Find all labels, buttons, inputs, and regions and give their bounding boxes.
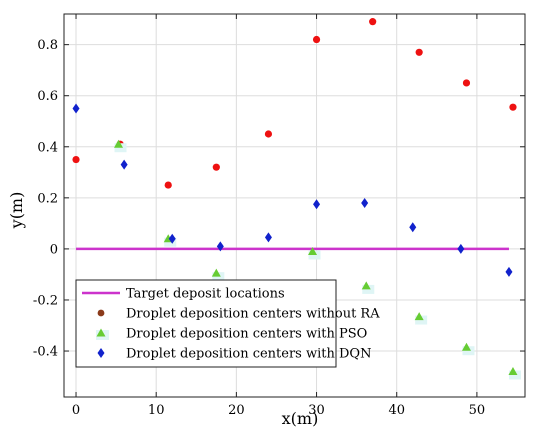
axes: 0 10 20 30 40 50 -0.4 -0.2 0 0.2 0.4 0.6 0.8 — [33, 13, 526, 418]
y-tick-label: -0.4 — [33, 345, 58, 360]
plot-frame — [63, 13, 526, 398]
point-dqn — [313, 199, 321, 210]
y-tick-label: 0.6 — [37, 89, 58, 104]
y-tick-label: 0.2 — [37, 191, 58, 206]
point-dqn — [361, 197, 369, 208]
point-dqn — [168, 233, 176, 244]
y-tick-label: -0.2 — [33, 293, 58, 308]
point-pso — [414, 312, 424, 321]
x-tick-label: 0 — [72, 403, 80, 418]
point-dqn — [216, 241, 224, 252]
legend-swatch-without-ra — [97, 309, 105, 317]
point-pso — [211, 268, 221, 277]
point-without-ra — [164, 181, 172, 189]
y-tick-label: 0.8 — [37, 38, 58, 53]
x-tick-label: 50 — [469, 403, 486, 418]
legend: Target deposit locations Droplet depositi… — [75, 279, 380, 368]
point-without-ra — [509, 103, 517, 111]
point-without-ra — [264, 130, 273, 138]
x-axis-label: x(m) — [282, 409, 319, 428]
legend-box — [75, 279, 337, 368]
point-dqn — [409, 222, 417, 233]
y-tick-label: 0 — [50, 242, 58, 257]
x-tick-label: 10 — [148, 403, 165, 418]
point-pso — [508, 366, 518, 375]
grid-lines — [64, 14, 525, 397]
point-dqn — [72, 103, 80, 114]
point-dqn — [120, 159, 128, 170]
y-tick-label: 0.4 — [37, 140, 58, 155]
point-pso — [114, 139, 124, 148]
legend-label: Droplet deposition centers with DQN — [126, 347, 371, 362]
point-without-ra — [369, 18, 377, 26]
y-axis-label: y(m) — [7, 192, 26, 230]
legend-label: Droplet deposition centers without RA — [126, 307, 380, 322]
point-without-ra — [312, 35, 321, 44]
legend-label: Target deposit locations — [126, 287, 285, 302]
point-without-ra — [462, 79, 471, 87]
point-pso — [361, 281, 371, 290]
x-tick-label: 40 — [388, 403, 405, 418]
point-without-ra — [212, 163, 220, 171]
legend-swatch-pso — [96, 328, 106, 337]
point-dqn — [505, 266, 513, 277]
point-without-ra — [415, 48, 423, 56]
point-pso-shadow — [308, 250, 321, 260]
point-dqn — [264, 232, 272, 243]
point-pso — [461, 342, 471, 351]
legend-label: Droplet deposition centers with PSO — [126, 327, 367, 342]
x-tick-label: 20 — [228, 403, 245, 418]
point-pso — [308, 246, 318, 255]
x-tick-label: 30 — [308, 403, 325, 418]
point-without-ra — [72, 155, 80, 164]
point-dqn — [457, 243, 465, 254]
data-marks — [72, 18, 521, 380]
legend-swatch-dqn — [97, 348, 105, 358]
